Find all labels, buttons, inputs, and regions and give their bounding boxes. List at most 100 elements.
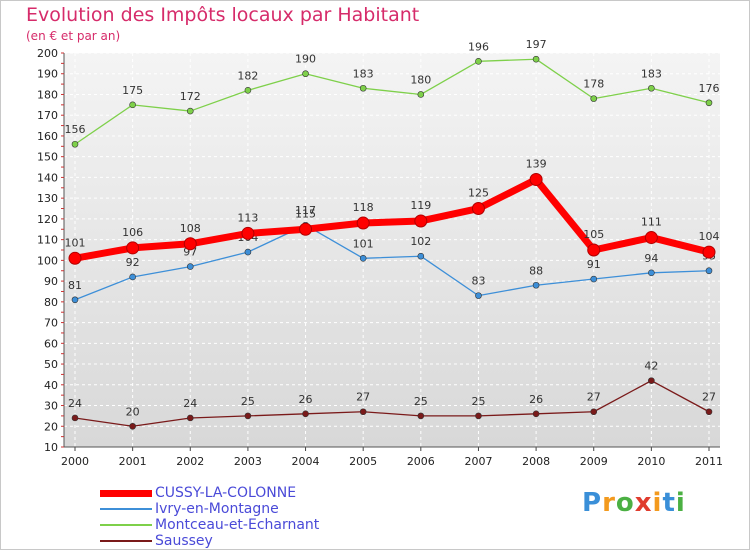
logo-letter: i: [652, 488, 663, 518]
data-label-cussy-la-colonne: 101: [65, 236, 86, 249]
y-tick-label: 10: [44, 441, 58, 454]
legend-swatch: [100, 540, 152, 542]
x-tick-label: 2003: [234, 455, 262, 468]
data-label-montceau-et-echarnant: 190: [295, 53, 316, 66]
data-point-montceau-et-echarnant: [244, 87, 252, 94]
data-point-ivry-en-montagne: [532, 281, 540, 289]
data-point-saussey: [129, 422, 136, 430]
data-point-ivry-en-montagne: [359, 254, 367, 262]
y-tick-label: 20: [44, 420, 58, 433]
data-point-saussey: [186, 414, 194, 422]
data-label-cussy-la-colonne: 104: [699, 230, 720, 243]
data-label-ivry-en-montagne: 88: [529, 264, 543, 277]
data-label-ivry-en-montagne: 81: [68, 279, 82, 292]
data-label-saussey: 27: [356, 391, 370, 404]
data-label-ivry-en-montagne: 83: [471, 275, 485, 288]
data-label-ivry-en-montagne: 92: [126, 256, 140, 269]
data-point-ivry-en-montagne: [705, 267, 713, 275]
data-point-montceau-et-echarnant: [302, 70, 309, 78]
logo-letter: i: [675, 488, 686, 518]
data-point-montceau-et-echarnant: [359, 84, 367, 92]
legend-label: Saussey: [155, 533, 213, 549]
data-point-cussy-la-colonne: [68, 251, 82, 265]
data-label-saussey: 20: [126, 405, 140, 418]
data-label-saussey: 27: [702, 391, 716, 404]
legend-label: CUSSY-LA-COLONNE: [155, 485, 297, 501]
y-tick-label: 70: [44, 317, 58, 330]
data-label-cussy-la-colonne: 139: [526, 157, 547, 170]
data-label-montceau-et-echarnant: 175: [122, 84, 143, 97]
data-point-saussey: [590, 408, 598, 416]
data-point-montceau-et-echarnant: [590, 95, 598, 102]
logo-letter: P: [582, 488, 603, 518]
data-label-cussy-la-colonne: 115: [295, 207, 316, 220]
data-point-montceau-et-echarnant: [532, 55, 540, 63]
data-label-ivry-en-montagne: 102: [410, 235, 431, 248]
data-point-saussey: [359, 408, 367, 416]
data-point-montceau-et-echarnant: [648, 84, 655, 92]
y-tick-label: 150: [37, 151, 58, 164]
y-tick-label: 190: [37, 68, 58, 81]
series-line-ivry-en-montagne: [74, 224, 710, 301]
data-point-ivry-en-montagne: [186, 263, 194, 270]
data-label-montceau-et-echarnant: 196: [468, 40, 489, 53]
y-tick-label: 80: [44, 296, 58, 309]
x-tick-label: 2009: [580, 455, 608, 468]
series-line-montceau-et-echarnant: [74, 58, 710, 145]
chart-title: Evolution des Impôts locaux par Habitant: [26, 4, 420, 26]
data-point-ivry-en-montagne: [648, 269, 655, 277]
data-label-ivry-en-montagne: 91: [587, 258, 601, 271]
data-label-montceau-et-echarnant: 172: [180, 90, 201, 103]
data-point-saussey: [302, 410, 309, 418]
data-label-cussy-la-colonne: 111: [641, 216, 662, 229]
x-tick-label: 2000: [61, 455, 89, 468]
x-tick-label: 2010: [637, 455, 665, 468]
data-label-montceau-et-echarnant: 180: [410, 73, 431, 86]
x-tick-label: 2007: [464, 455, 492, 468]
y-tick-label: 90: [44, 275, 58, 288]
data-label-cussy-la-colonne: 118: [353, 201, 374, 214]
data-point-saussey: [532, 410, 540, 418]
data-label-saussey: 24: [183, 397, 197, 410]
y-tick-label: 60: [44, 337, 58, 350]
y-tick-label: 160: [37, 130, 58, 143]
x-tick-label: 2005: [349, 455, 377, 468]
data-label-saussey: 25: [414, 395, 428, 408]
data-label-montceau-et-echarnant: 176: [699, 82, 720, 95]
data-label-cussy-la-colonne: 106: [122, 226, 143, 239]
x-tick-label: 2002: [176, 455, 204, 468]
data-point-ivry-en-montagne: [244, 248, 252, 256]
data-point-cussy-la-colonne: [241, 226, 255, 240]
x-tick-label: 2011: [695, 455, 723, 468]
logo-letter: t: [662, 488, 676, 518]
data-point-montceau-et-echarnant: [129, 101, 136, 109]
data-label-montceau-et-echarnant: 183: [353, 67, 374, 80]
series-line-saussey: [74, 379, 710, 427]
data-point-saussey: [475, 412, 482, 420]
data-point-cussy-la-colonne: [644, 231, 658, 245]
logo-letter: r: [602, 488, 616, 518]
chart-subtitle: (en € et par an): [26, 29, 121, 43]
legend-swatch: [100, 489, 152, 497]
y-tick-label: 170: [37, 109, 58, 122]
data-point-saussey: [705, 408, 713, 416]
data-point-ivry-en-montagne: [417, 252, 425, 260]
data-label-saussey: 42: [644, 360, 658, 373]
data-point-cussy-la-colonne: [356, 216, 370, 230]
y-tick-label: 110: [37, 234, 58, 247]
data-point-montceau-et-echarnant: [417, 91, 425, 98]
data-label-saussey: 24: [68, 397, 82, 410]
data-label-montceau-et-echarnant: 197: [526, 38, 547, 51]
data-label-montceau-et-echarnant: 182: [237, 69, 258, 82]
x-tick-label: 2001: [119, 455, 147, 468]
data-point-montceau-et-echarnant: [705, 99, 713, 107]
data-point-cussy-la-colonne: [183, 237, 197, 251]
y-tick-label: 30: [44, 400, 58, 413]
data-label-saussey: 26: [299, 393, 313, 406]
data-point-montceau-et-echarnant: [186, 107, 194, 115]
data-point-cussy-la-colonne: [471, 202, 485, 216]
data-point-montceau-et-echarnant: [475, 57, 482, 65]
data-label-ivry-en-montagne: 101: [353, 237, 374, 250]
data-label-cussy-la-colonne: 105: [583, 228, 604, 241]
